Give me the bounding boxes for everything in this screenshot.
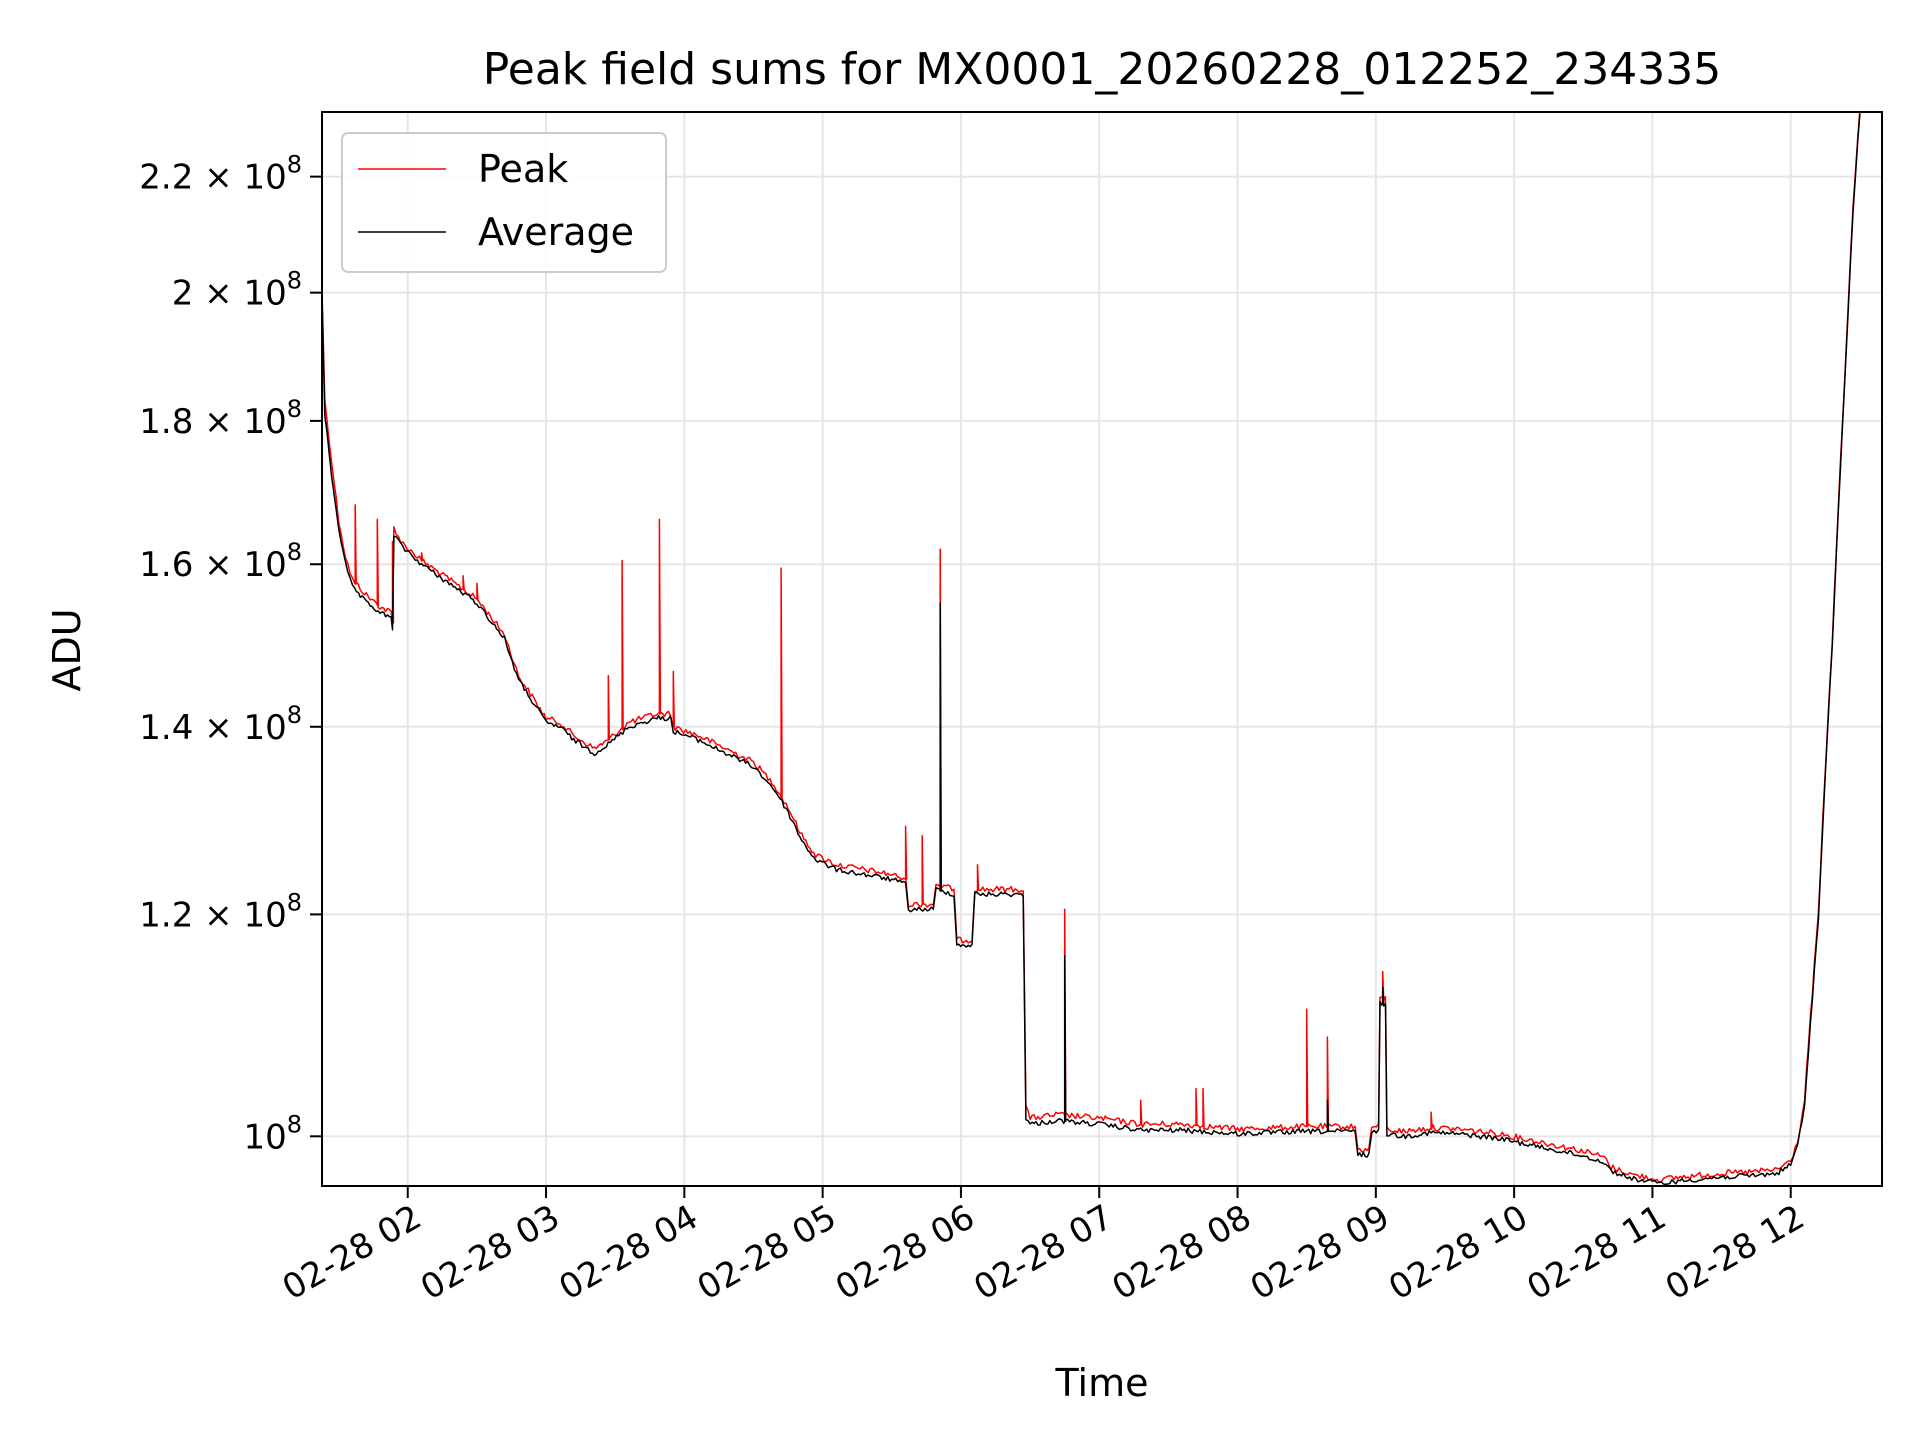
x-axis-label: Time [1055, 1361, 1149, 1405]
y-tick-exponent: 8 [287, 395, 302, 423]
x-tick-label: 02-28 10 [1382, 1197, 1534, 1308]
legend: Peak Average [341, 132, 667, 273]
y-tick-label: 2 × 108 [172, 267, 302, 314]
y-tick-exponent: 8 [287, 888, 302, 916]
y-tick-exponent: 8 [287, 151, 302, 179]
y-tick-mantissa: 2.2 × [139, 158, 243, 198]
x-tick-label: 02-28 03 [414, 1197, 566, 1308]
y-tick-base: 10 [243, 895, 286, 935]
x-tick-label: 02-28 11 [1521, 1197, 1673, 1308]
y-tick-label: 2.2 × 108 [139, 151, 302, 198]
x-tick-label: 02-28 12 [1659, 1197, 1811, 1308]
legend-box [341, 132, 667, 273]
y-tick-mantissa: 1.2 × [139, 895, 243, 935]
legend-label-peak: Peak [478, 147, 568, 191]
plot-frame [321, 111, 1883, 1187]
y-tick-base: 10 [243, 545, 286, 585]
series-line-average [322, 113, 1861, 1186]
y-tick-exponent: 8 [287, 267, 302, 295]
y-tick-exponent: 8 [287, 538, 302, 566]
y-axis-label: ADU [45, 608, 89, 691]
y-tick-mantissa: 1.4 × [139, 708, 243, 748]
y-tick-label: 1.6 × 108 [139, 538, 302, 585]
x-tick-label: 02-28 07 [967, 1197, 1119, 1308]
x-tick-label: 02-28 08 [1106, 1197, 1258, 1308]
x-tick-label: 02-28 05 [691, 1197, 843, 1308]
y-tick-label: 1.4 × 108 [139, 701, 302, 748]
y-tick-label: 1.8 × 108 [139, 395, 302, 442]
grid [322, 112, 1882, 1186]
x-tick-label: 02-28 04 [552, 1197, 704, 1308]
y-tick-label: 108 [243, 1110, 302, 1157]
y-tick-mantissa: 1.6 × [139, 545, 243, 585]
y-tick-mantissa: 1.8 × [139, 402, 243, 442]
y-tick-exponent: 8 [287, 1110, 302, 1138]
y-tick-base: 10 [243, 402, 286, 442]
x-tick-label: 02-28 06 [829, 1197, 981, 1308]
y-tick-mantissa: 2 × [172, 274, 244, 314]
y-tick-base: 10 [243, 274, 286, 314]
y-tick-label: 1.2 × 108 [139, 888, 302, 935]
y-tick-base: 10 [243, 158, 286, 198]
y-tick-base: 10 [243, 708, 286, 748]
y-tick-exponent: 8 [287, 701, 302, 729]
chart-title: Peak field sums for MX0001_20260228_0122… [483, 44, 1721, 95]
x-tick-label: 02-28 09 [1244, 1197, 1396, 1308]
plot-series [322, 112, 1861, 1186]
x-tick-label: 02-28 02 [276, 1197, 428, 1308]
y-tick-base: 10 [243, 1117, 286, 1157]
legend-label-average: Average [478, 210, 634, 254]
